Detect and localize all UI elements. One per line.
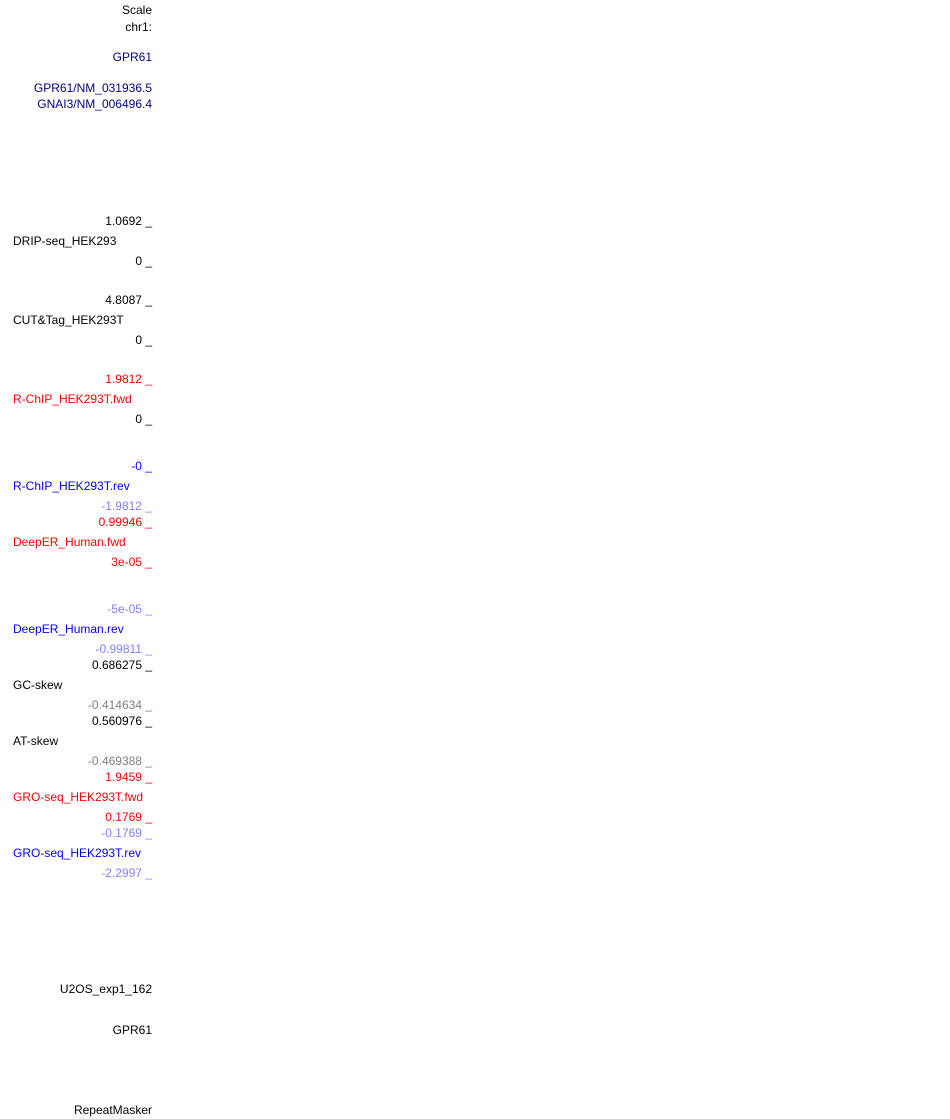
axis-min: -2.2997 _	[101, 866, 152, 880]
track-name[interactable]: GPR61	[112, 1023, 152, 1037]
axis-max: -5e-05 _	[107, 602, 152, 616]
track-label-panel: Scale chr1: GPR61 GPR61/NM_031936.5 GNAI3/NM…	[0, 0, 160, 1119]
axis-min: -0.469388 _	[87, 754, 152, 768]
track-name[interactable]: DRIP-seq_HEK293	[13, 234, 117, 248]
axis-max: 4.8087 _	[105, 293, 152, 307]
track-name[interactable]: R-ChIP_HEK293T.fwd	[13, 392, 132, 406]
track-name[interactable]: GRO-seq_HEK293T.fwd	[13, 790, 144, 804]
gene-label[interactable]: GPR61	[112, 50, 152, 64]
axis-min: 3e-05 _	[111, 555, 152, 569]
transcript-label[interactable]: GPR61/NM_031936.5	[33, 81, 152, 95]
track-name[interactable]: AT-skew	[13, 734, 59, 748]
axis-max: 0.686275 _	[91, 658, 152, 672]
axis-min: -0.414634 _	[87, 698, 152, 712]
axis-min: 0 _	[135, 412, 152, 426]
chromosome-label[interactable]: chr1:	[125, 20, 152, 34]
ruler-label[interactable]: Scale	[121, 3, 152, 17]
track-name[interactable]: RepeatMasker	[73, 1103, 152, 1117]
axis-min: -0.99811 _	[95, 642, 153, 656]
axis-min: 0 _	[135, 254, 152, 268]
axis-max: 1.9459 _	[105, 770, 152, 784]
axis-min: 0.1769 _	[105, 810, 152, 824]
track-display-area[interactable]	[160, 0, 950, 1119]
track-name[interactable]: U2OS_exp1_162	[59, 982, 152, 996]
track-name[interactable]: R-ChIP_HEK293T.rev	[13, 479, 130, 493]
track-name[interactable]: DeepER_Human.fwd	[13, 535, 126, 549]
axis-max: 0.99946 _	[98, 515, 152, 529]
track-name[interactable]: DeepER_Human.rev	[13, 622, 124, 636]
axis-max: -0 _	[131, 459, 152, 473]
transcript-label[interactable]: GNAI3/NM_006496.4	[37, 97, 152, 111]
axis-min: -1.9812 _	[101, 499, 152, 513]
track-name[interactable]: GC-skew	[13, 678, 63, 692]
axis-max: 1.0692 _	[105, 214, 152, 228]
track-name[interactable]: GRO-seq_HEK293T.rev	[13, 846, 142, 860]
track-name[interactable]: CUT&Tag_HEK293T	[13, 313, 124, 327]
axis-max: -0.1769 _	[101, 826, 152, 840]
axis-min: 0 _	[135, 333, 152, 347]
axis-max: 1.9812 _	[105, 372, 152, 386]
axis-max: 0.560976 _	[91, 714, 152, 728]
